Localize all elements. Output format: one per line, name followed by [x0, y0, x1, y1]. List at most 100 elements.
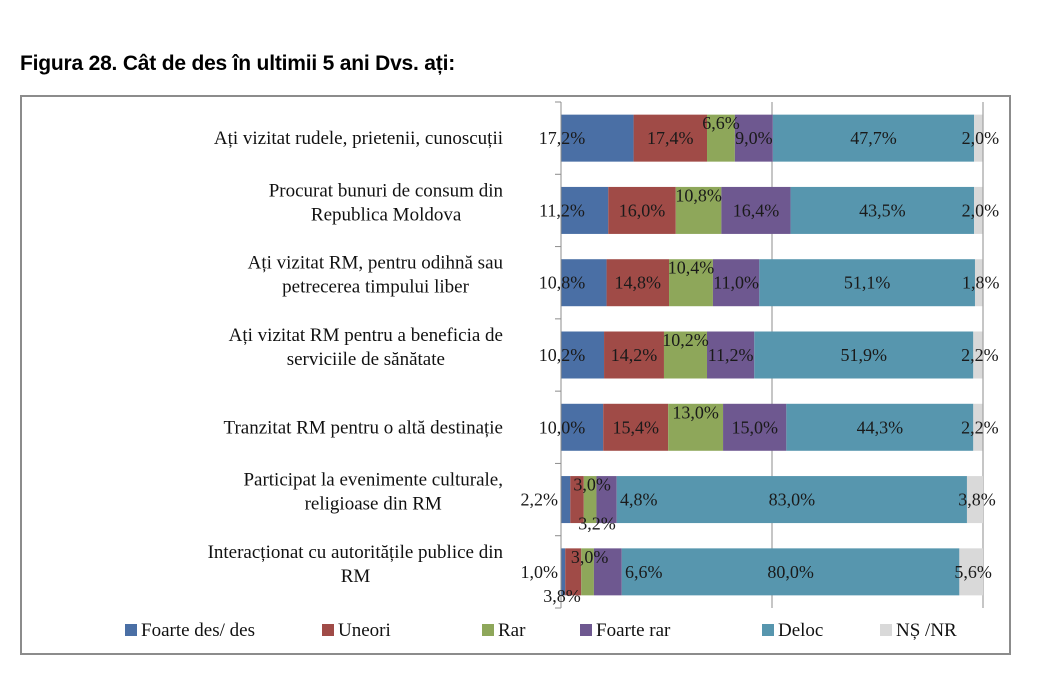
data-label: 6,6% — [625, 562, 663, 582]
bar-segment — [669, 259, 713, 307]
data-label: 11,2% — [708, 345, 754, 365]
data-label: 10,4% — [668, 258, 715, 278]
bar-segment — [675, 186, 722, 234]
legend-label: Uneori — [338, 620, 391, 641]
legend-item: Uneori — [322, 620, 391, 641]
bar-segment — [786, 403, 974, 451]
figure-title: Figura 28. Cât de des în ultimii 5 ani D… — [20, 52, 456, 75]
bars — [561, 114, 983, 596]
bar-segment — [608, 186, 676, 234]
legend-swatch — [762, 624, 774, 636]
data-label: 1,0% — [521, 562, 559, 582]
bar-segment — [561, 331, 605, 379]
data-label: 16,0% — [619, 200, 666, 220]
data-label: 3,8% — [543, 586, 581, 606]
data-label: 14,2% — [611, 345, 658, 365]
legend-swatch — [880, 624, 892, 636]
data-label: 3,2% — [578, 514, 616, 534]
category-label: RM — [341, 566, 371, 587]
bar-segment — [959, 548, 983, 596]
bar-segment — [621, 548, 960, 596]
bar-segment — [974, 186, 983, 234]
bar-segment — [668, 403, 724, 451]
category-label: Ați vizitat RM, pentru odihnă sau — [248, 253, 504, 274]
legend-item: Foarte des/ des — [125, 620, 255, 641]
bar-segment — [581, 548, 594, 596]
legend-label: NȘ /NR — [896, 620, 957, 641]
data-label: 11,0% — [713, 273, 759, 293]
legend-swatch — [322, 624, 334, 636]
data-label: 10,0% — [539, 417, 586, 437]
bar-segment — [604, 331, 664, 379]
data-label: 2,0% — [962, 128, 1000, 148]
bar-segment — [570, 476, 584, 524]
bar-segment — [973, 331, 983, 379]
category-label: Republica Moldova — [311, 204, 462, 225]
data-label: 83,0% — [769, 490, 816, 510]
legend: Foarte des/ des Uneori Rar Foarte rar Deloc N… — [125, 620, 957, 641]
data-label: 17,2% — [539, 128, 586, 148]
data-label: 5,6% — [954, 562, 992, 582]
category-axis — [555, 101, 562, 609]
category-label: serviciile de sănătate — [287, 349, 445, 370]
data-label: 44,3% — [857, 417, 904, 437]
data-label: 43,5% — [859, 200, 906, 220]
data-label: 15,4% — [612, 417, 659, 437]
bar-segment — [561, 476, 571, 524]
bar-segment — [974, 114, 983, 162]
bar-segment — [973, 403, 983, 451]
data-label: 15,0% — [731, 417, 778, 437]
legend-item: Foarte rar — [580, 620, 671, 641]
data-label: 4,8% — [620, 490, 658, 510]
bar-segment — [772, 114, 975, 162]
bar-segment — [712, 259, 760, 307]
bar-segment — [723, 403, 787, 451]
legend-item: Rar — [482, 620, 526, 641]
bar-segment — [561, 259, 607, 307]
bar-segment — [754, 331, 974, 379]
data-label: 3,0% — [571, 547, 609, 567]
legend-swatch — [482, 624, 494, 636]
data-label: 51,1% — [844, 273, 891, 293]
category-label: Ați vizitat rudele, prietenii, cunoscuți… — [214, 128, 503, 149]
data-label: 2,2% — [521, 490, 559, 510]
legend-swatch — [580, 624, 592, 636]
data-label: 10,2% — [662, 330, 709, 350]
bar-segment — [561, 114, 634, 162]
bar-segment — [561, 403, 604, 451]
legend-label: Rar — [498, 620, 526, 641]
legend-label: Foarte rar — [596, 620, 671, 641]
data-label: 17,4% — [647, 128, 694, 148]
bar-segment — [633, 114, 708, 162]
data-label: 9,0% — [735, 128, 773, 148]
category-labels: Ați vizitat rudele, prietenii, cunoscuți… — [208, 128, 504, 587]
data-label: 3,8% — [958, 490, 996, 510]
bar-segment — [593, 548, 622, 596]
data-label: 47,7% — [850, 128, 897, 148]
bar-segment — [966, 476, 983, 524]
category-label: Interacționat cu autoritățile publice di… — [208, 542, 504, 563]
bar-segment — [974, 259, 983, 307]
bar-segment — [583, 476, 597, 524]
legend-label: Deloc — [778, 620, 823, 641]
bar-segment — [734, 114, 773, 162]
bar-segment — [561, 186, 609, 234]
data-label: 14,8% — [615, 273, 662, 293]
data-label: 51,9% — [841, 345, 888, 365]
category-label: Procurat bunuri de consum din — [269, 180, 504, 201]
category-label: Participat la evenimente culturale, — [243, 470, 503, 491]
data-label: 6,6% — [702, 113, 740, 133]
data-label: 1,8% — [962, 273, 1000, 293]
bar-segment — [616, 476, 967, 524]
legend-item: NȘ /NR — [880, 620, 957, 641]
bar-segment — [707, 331, 755, 379]
bar-segment — [565, 548, 582, 596]
data-label: 3,0% — [573, 475, 611, 495]
bar-segment — [759, 259, 975, 307]
data-label: 2,2% — [961, 345, 999, 365]
category-label: Tranzitat RM pentru o altă destinație — [224, 417, 504, 438]
bar-segment — [603, 403, 669, 451]
data-label: 10,8% — [539, 273, 586, 293]
bar-segment — [707, 114, 735, 162]
data-label: 80,0% — [767, 562, 814, 582]
